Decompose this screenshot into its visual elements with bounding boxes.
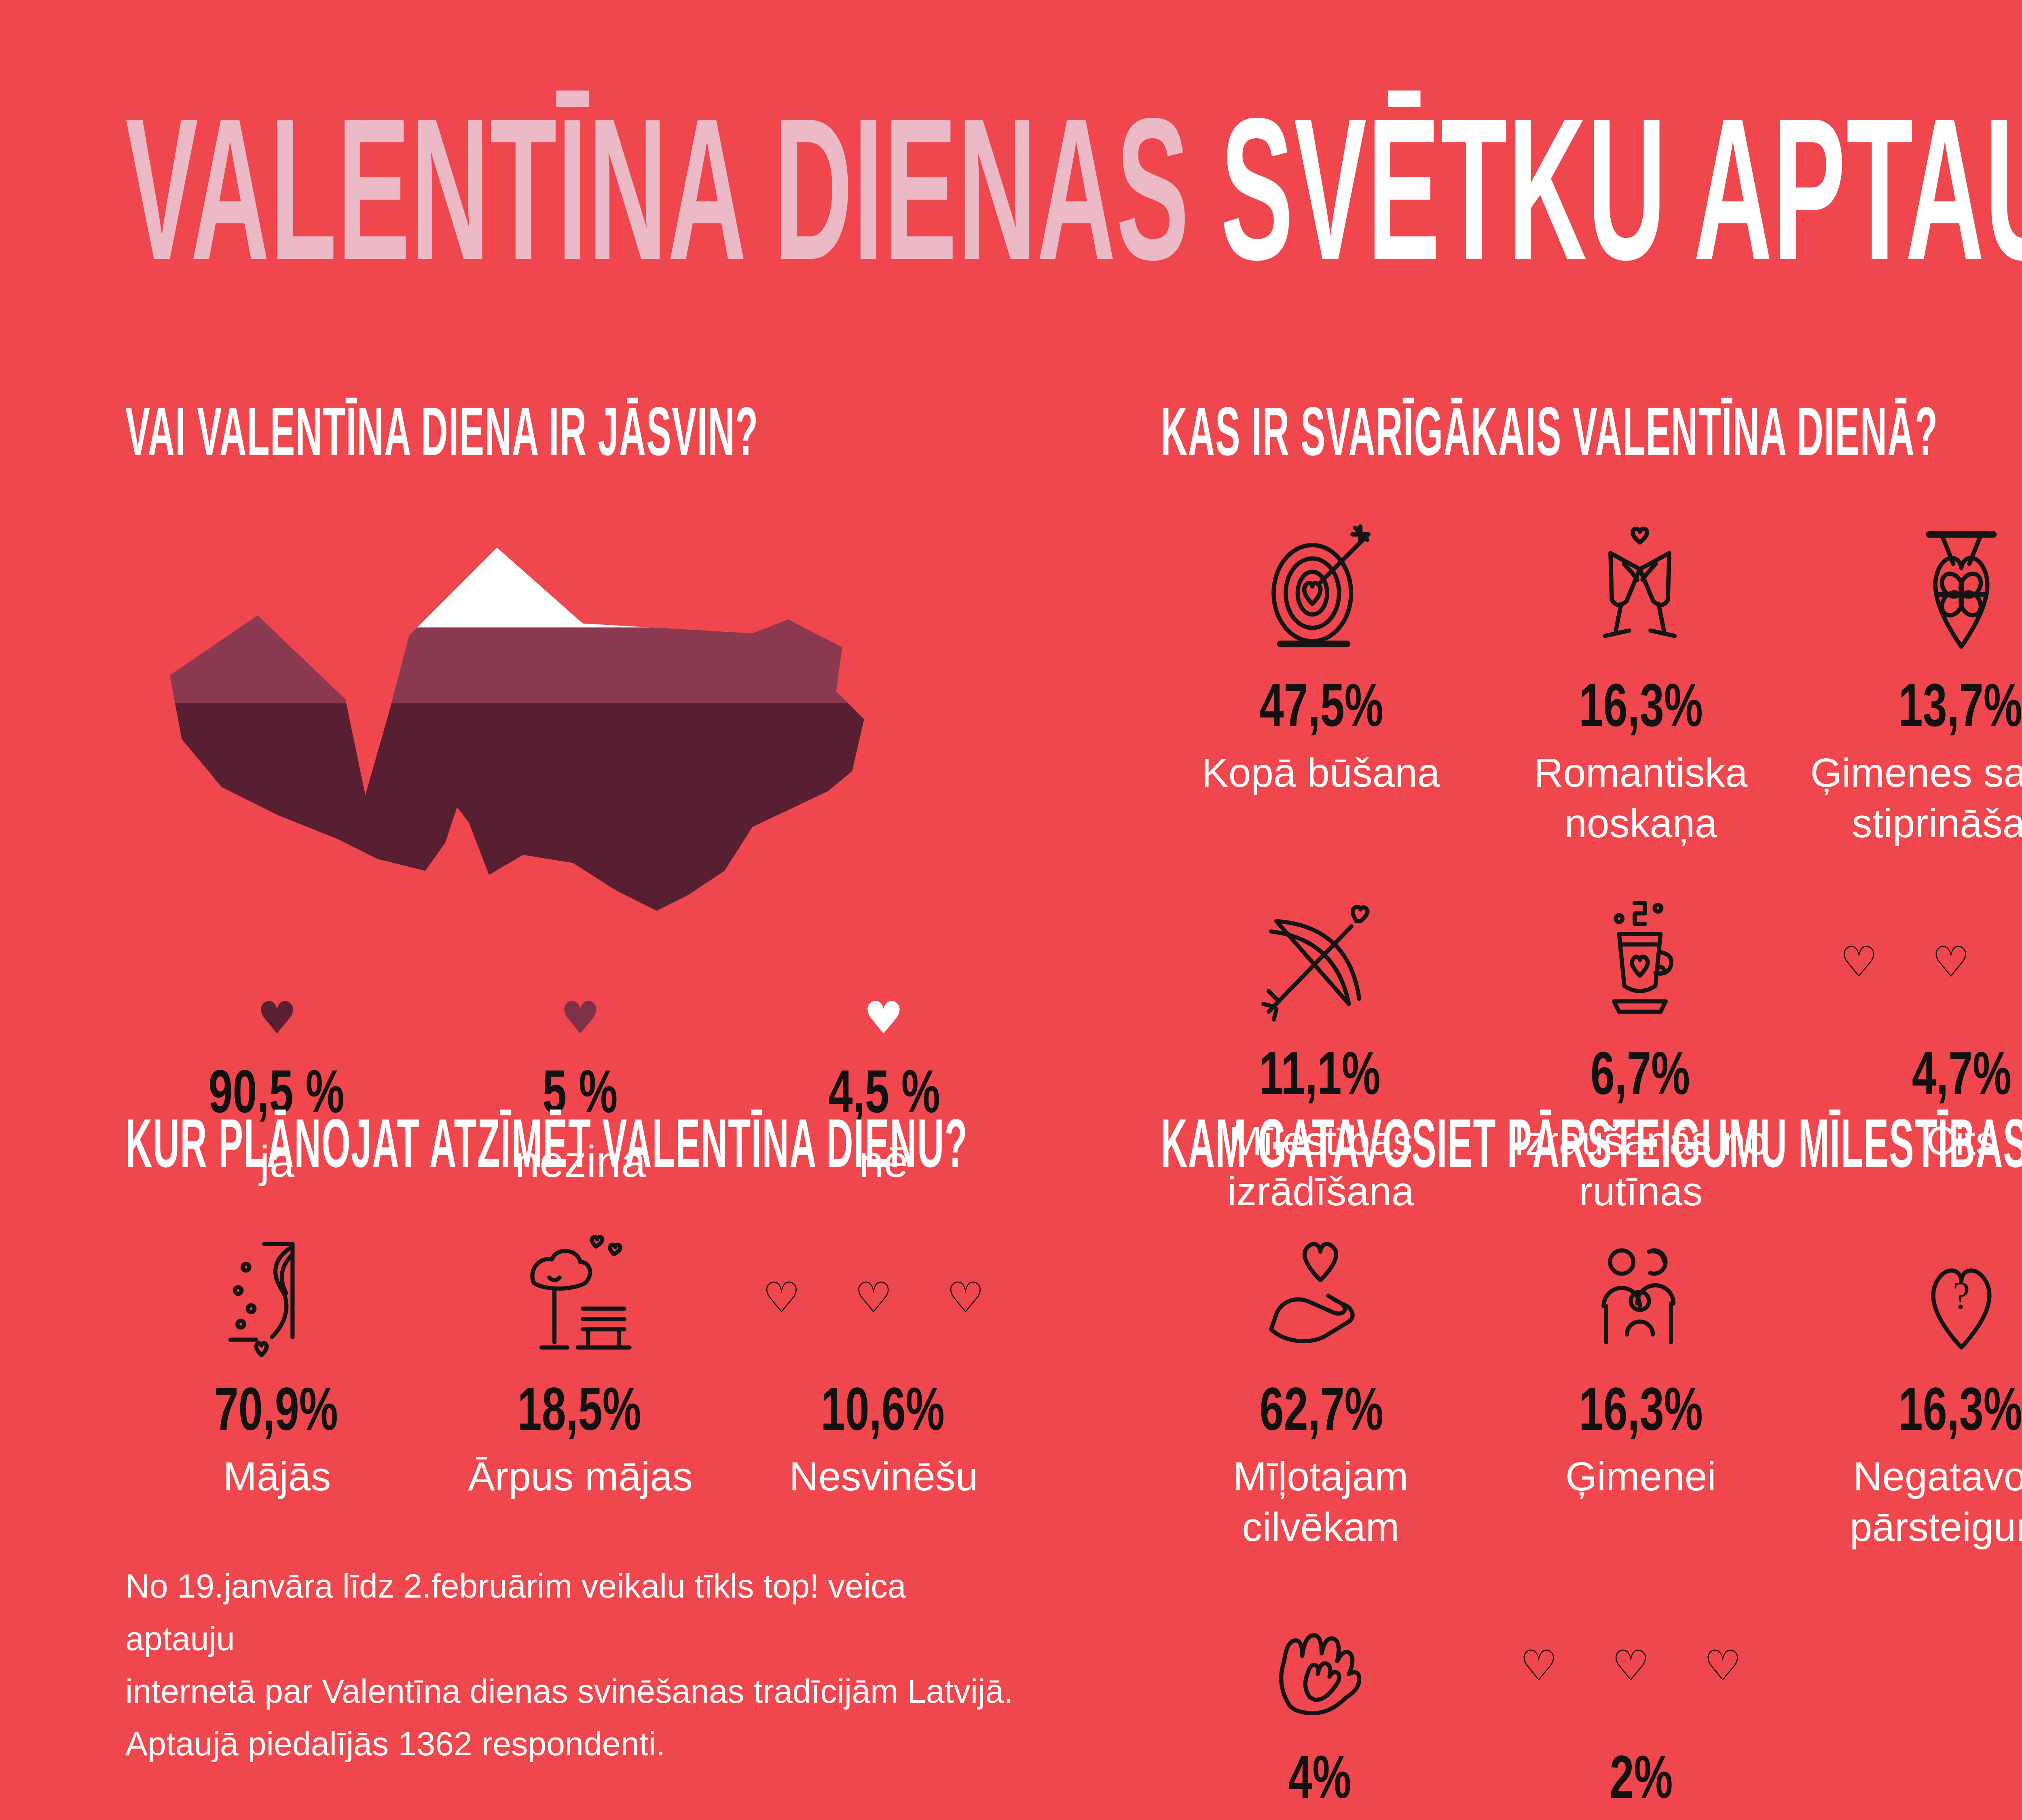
stat-value: 4%	[1289, 1746, 1352, 1813]
page-title: VALENTĪNA DIENAS SVĒTKU APTAUJA	[125, 89, 2022, 291]
section-celebrate: VAI VALENTĪNA DIENA IR JĀSVIN? ♥ 90,5 %	[125, 394, 1035, 1190]
hand-heart-icon	[1269, 1242, 1355, 1344]
stat-label: Ģimenei	[1565, 1456, 1716, 1501]
stat-value: 47,5%	[1258, 674, 1383, 741]
stat-label: nezina	[514, 1137, 646, 1188]
section-important: KAS IR SVARĪGĀKAIS VALENTĪNA DIENĀ? 47,5…	[1161, 394, 2022, 1220]
page-title-white: SVĒTKU APTAUJA	[1220, 77, 2022, 303]
cupid-bow-icon	[1261, 905, 1370, 1022]
stat-value: 70,9%	[215, 1378, 339, 1445]
section-celebrate-title: VAI VALENTĪNA DIENA IR JĀSVIN?	[125, 394, 759, 471]
stat-nesvinesu: ♡ ♡ ♡ 10,6% Nesvinēšu	[732, 1232, 1035, 1505]
stat-value: 11,1%	[1260, 1042, 1381, 1109]
stat-label: Nesvinēšu	[789, 1456, 978, 1501]
question-mark: ?	[1952, 1275, 1970, 1318]
stat-gimenes-sajutas: 13,7% Ģimenes sajūtas stiprināšana	[1801, 521, 2022, 852]
three-hearts-icon: ♡ ♡ ♡	[1519, 1642, 1762, 1691]
section-surprise: KAM GATAVOSIET PĀRSTEIGUMU MĪLESTĪBAS SV…	[1161, 1106, 2022, 1820]
section-where-title: KUR PLĀNOJAT ATZĪMĒT VALENTĪNA DIENU?	[125, 1106, 968, 1183]
stat-value: 10,6%	[821, 1378, 946, 1445]
stat-arpus-majas: 18,5% Ārpus mājas	[429, 1232, 732, 1505]
section-important-title: KAS IR SVARĪGĀKAIS VALENTĪNA DIENĀ?	[1161, 394, 1938, 471]
stat-value: 5 %	[542, 1060, 618, 1127]
stat-value: 90,5 %	[209, 1060, 345, 1127]
stat-berniem: 4% Bērniem	[1161, 1600, 1481, 1820]
stat-negatavosu: ? 16,3% Negatavošu pārsteigumu	[1801, 1232, 2022, 1556]
page-title-pink: VALENTĪNA DIENAS	[125, 77, 1221, 303]
stat-milestibas-izradisana: 11,1% Mīlestības izrādīšana	[1161, 897, 1481, 1220]
stat-majas: 70,9% Mājās	[125, 1232, 429, 1505]
map-segment-no	[373, 548, 677, 629]
stat-value: 16,3%	[1579, 674, 1703, 741]
stat-gimenei: 16,3% Ģimenei	[1481, 1232, 1801, 1556]
stat-no: ♥ 4,5 % nē	[732, 995, 1035, 1190]
heart-ornament-icon	[1925, 532, 1997, 650]
stat-label: Mīļotajam cilvēkam	[1233, 1456, 1409, 1552]
stat-izrausanas-no-rutinas: 6,7% Izraušanās no rutīnas	[1481, 897, 1801, 1220]
survey-footnote: No 19.janvāra līdz 2.februārim veikalu t…	[125, 1561, 1015, 1772]
stat-value: 13,7%	[1899, 674, 2022, 741]
heart-icon: ♥	[863, 995, 904, 1046]
heart-icon: ♥	[560, 995, 601, 1046]
section-where: KUR PLĀNOJAT ATZĪMĒT VALENTĪNA DIENU? 70…	[125, 1106, 1035, 1505]
heart-icon: ♥	[257, 995, 297, 1046]
stat-romantiska-noskana: 16,3% Romantiska noskaņa	[1481, 521, 1801, 852]
stat-milotajam-cilvekam: 62,7% Mīļotajam cilvēkam	[1161, 1232, 1481, 1556]
champagne-glasses-icon	[1604, 527, 1678, 639]
stat-value: 62,7%	[1258, 1378, 1383, 1445]
stat-label: Izraušanās no rutīnas	[1514, 1121, 1768, 1216]
stat-label: Ārpus mājas	[468, 1456, 693, 1501]
stat-kopa-busana: 47,5% Kopā būšana	[1161, 521, 1481, 852]
stat-value: 2%	[1609, 1746, 1673, 1813]
stat-label: jā	[260, 1137, 294, 1188]
stat-yes: ♥ 90,5 % jā	[125, 995, 429, 1190]
stat-value: 16,3%	[1899, 1378, 2022, 1445]
latvia-map-chart	[169, 548, 864, 912]
park-bench-icon	[530, 1236, 632, 1350]
stat-cits: ♡ ♡ ♡ 4,7% Cits	[1801, 897, 2022, 1220]
heart-question-icon: ?	[1931, 1269, 1991, 1350]
three-hearts-icon: ♡ ♡ ♡	[1840, 939, 2022, 988]
stat-label: Ģimenes sajūtas stiprināšana	[1810, 753, 2022, 848]
stat-value: 16,3%	[1579, 1378, 1703, 1445]
three-hearts-icon: ♡ ♡ ♡	[762, 1274, 1005, 1323]
stat-label: Mājās	[223, 1456, 331, 1501]
stat-label: Romantiska noskaņa	[1534, 753, 1748, 848]
stat-value: 4,5 %	[827, 1060, 940, 1127]
stat-value: 6,7%	[1591, 1042, 1691, 1109]
hands-child-icon	[1279, 1634, 1362, 1716]
stat-label: Cits	[1926, 1121, 1996, 1166]
stat-value: 4,7%	[1911, 1042, 2011, 1109]
footnote-line: internetā par Valentīna dienas svinēšana…	[125, 1674, 1013, 1711]
stat-cits-variants: ♡ ♡ ♡ 2% Cits variants	[1481, 1600, 1801, 1820]
footnote-line: Aptaujā piedalījās 1362 respondenti.	[125, 1727, 665, 1764]
footnote-line: No 19.janvāra līdz 2.februārim veikalu t…	[125, 1569, 906, 1659]
target-heart-icon	[1272, 525, 1371, 648]
stat-label: Negatavošu pārsteigumu	[1849, 1456, 2022, 1552]
stat-empty-cell	[1801, 1600, 2022, 1820]
section-surprise-title: KAM GATAVOSIET PĀRSTEIGUMU MĪLESTĪBAS SV…	[1161, 1106, 2022, 1183]
stat-label: Kopā būšana	[1201, 753, 1440, 798]
heart-cup-icon	[1613, 902, 1675, 1015]
stat-value: 18,5%	[518, 1378, 643, 1445]
window-curtain-icon	[228, 1242, 295, 1358]
stat-label: Mīlestības izrādīšana	[1227, 1121, 1414, 1216]
map-segment-yes	[169, 548, 864, 912]
stat-label: nē	[859, 1137, 909, 1188]
stat-unsure: ♥ 5 % nezina	[429, 995, 732, 1190]
family-icon	[1602, 1249, 1677, 1345]
celebrate-stats: ♥ 90,5 % jā ♥ 5 % nezina ♥ 4,5 % nē	[125, 995, 1035, 1190]
